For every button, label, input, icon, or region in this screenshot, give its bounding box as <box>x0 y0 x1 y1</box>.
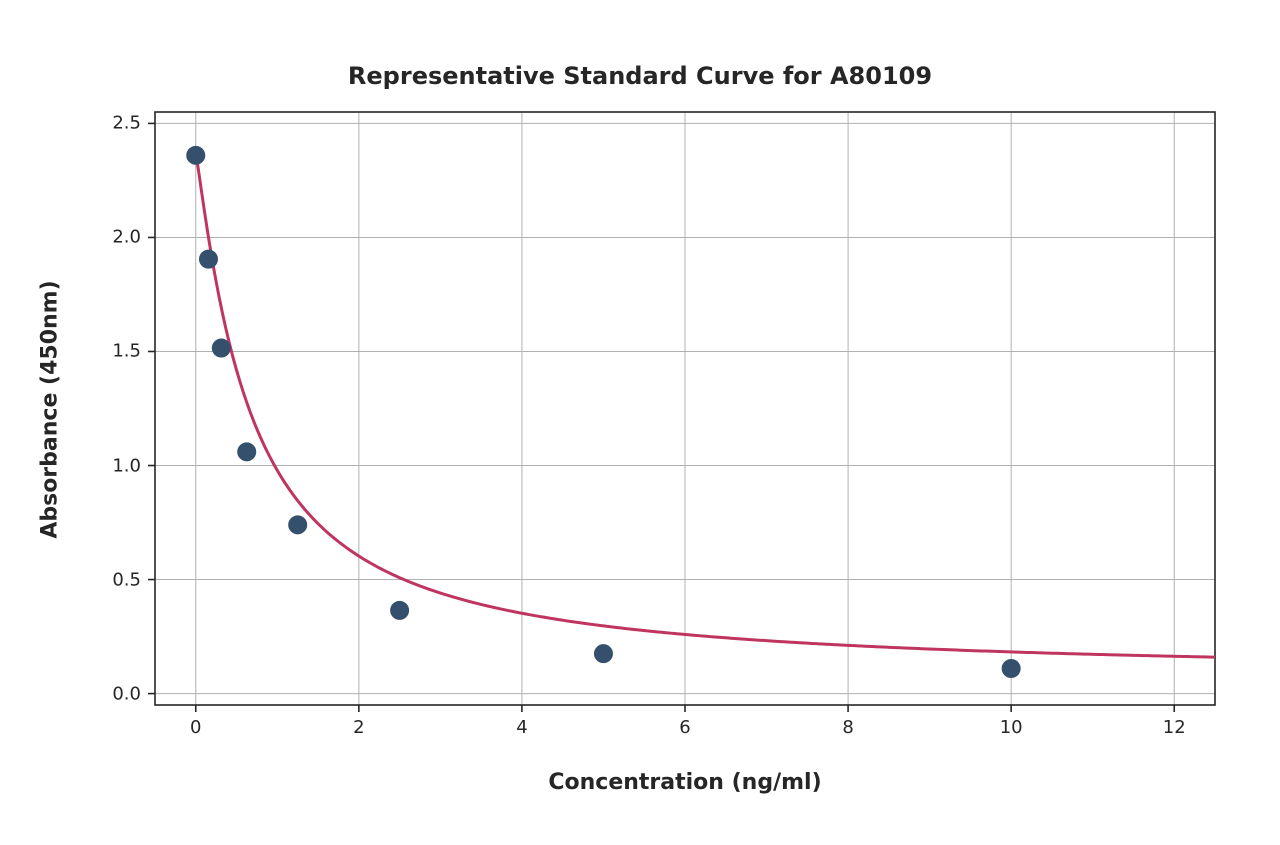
y-tick-label: 1.0 <box>112 455 141 476</box>
x-tick-label: 6 <box>679 717 690 738</box>
y-tick-label: 2.0 <box>112 227 141 248</box>
chart-title: Representative Standard Curve for A80109 <box>0 62 1280 90</box>
x-tick-label: 0 <box>190 717 201 738</box>
y-tick-label: 1.5 <box>112 341 141 362</box>
y-tick-label: 0.5 <box>112 569 141 590</box>
y-tick-label: 2.5 <box>112 113 141 134</box>
x-tick-label: 12 <box>1163 717 1186 738</box>
x-tick-label: 2 <box>353 717 364 738</box>
x-tick-label: 4 <box>516 717 527 738</box>
chart-container: Representative Standard Curve for A80109… <box>0 0 1280 845</box>
x-tick-label: 10 <box>1000 717 1023 738</box>
x-axis-label: Concentration (ng/ml) <box>155 770 1215 795</box>
y-tick-label: 0.0 <box>112 683 141 704</box>
x-tick-label: 8 <box>842 717 853 738</box>
y-axis-label: Absorbance (450nm) <box>38 210 63 610</box>
